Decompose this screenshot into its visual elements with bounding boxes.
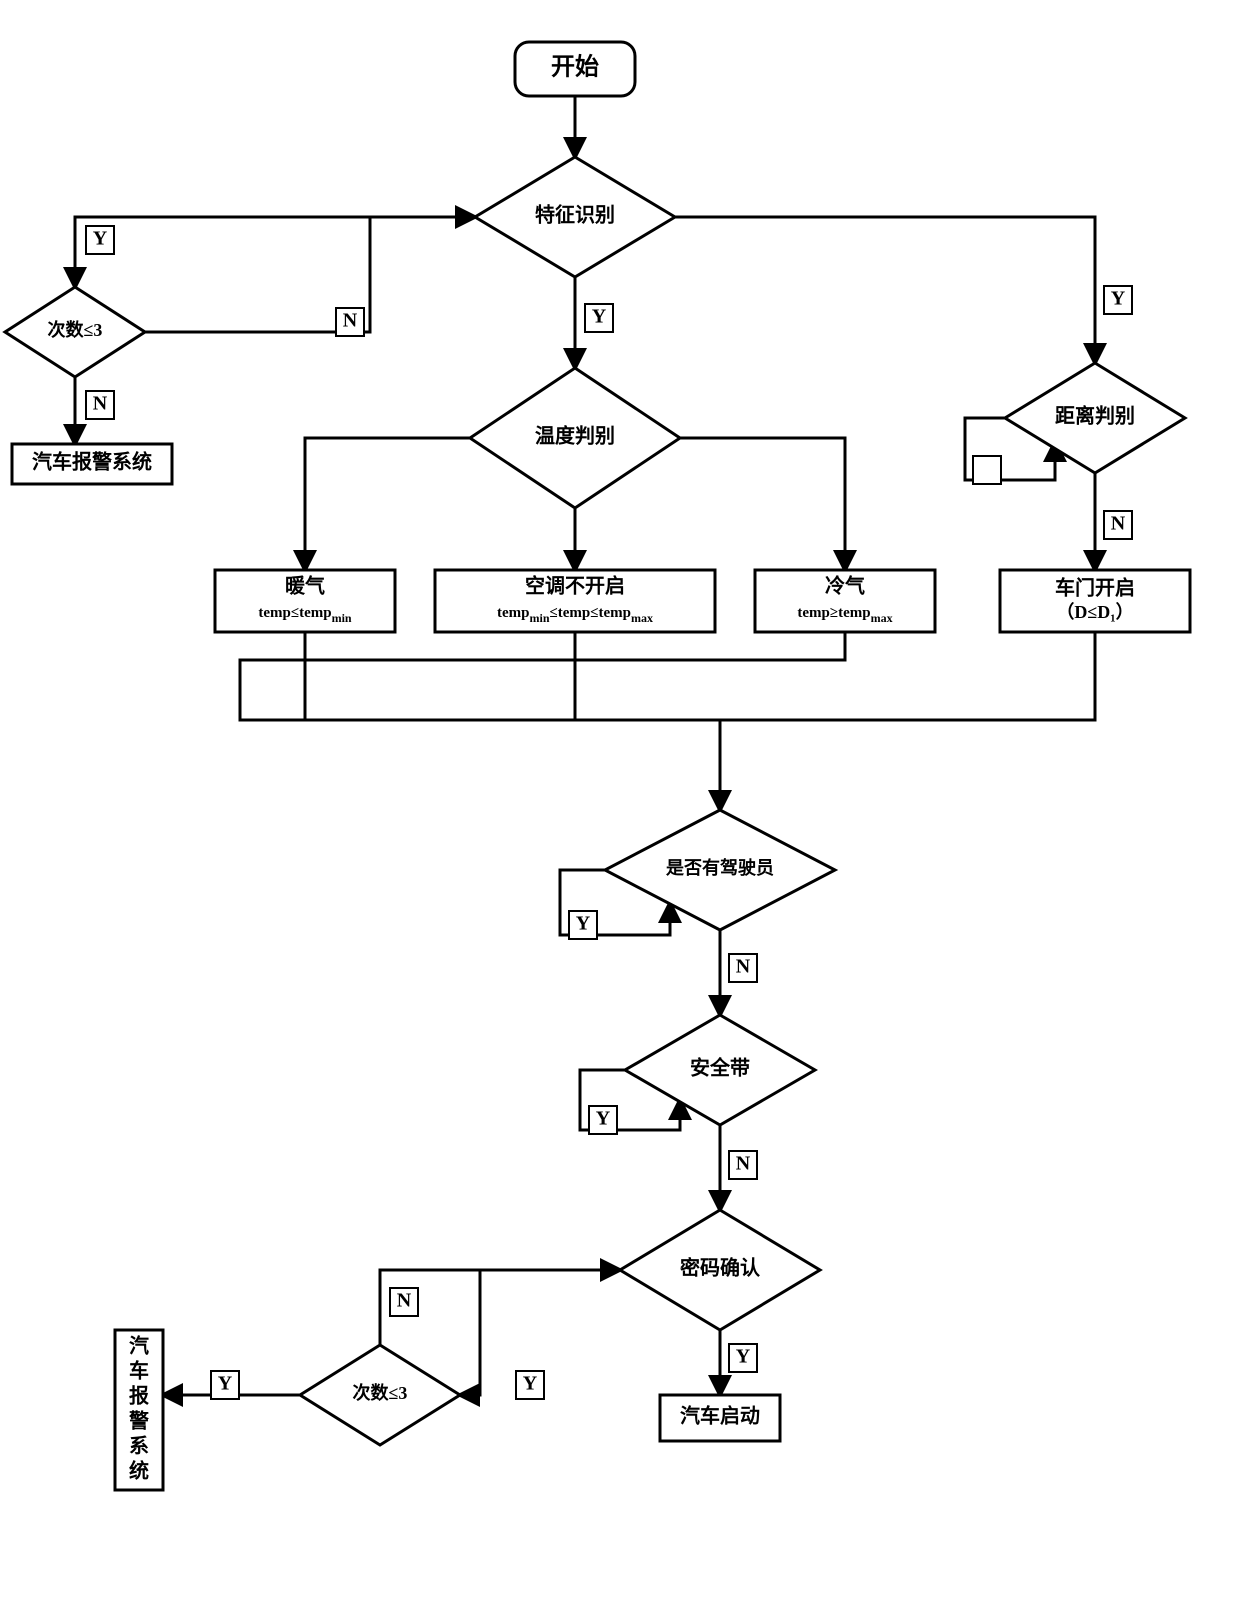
node-alarm2-t2: 车 [129, 1359, 149, 1383]
node-acoff-line1: 空调不开启 [525, 574, 625, 598]
node-alarm2-t1: 汽 [129, 1334, 149, 1358]
node-alarm2-t5: 系 [129, 1435, 149, 1458]
node-alarm1-text: 汽车报警系统 [32, 450, 152, 474]
label-n-count1d-text: N [93, 393, 108, 415]
node-carstart-text: 汽车启动 [680, 1404, 760, 1428]
label-y-pw-text: Y [736, 1346, 751, 1368]
node-distance-text: 距离判别 [1055, 404, 1135, 428]
label-y-dist-text: N [1111, 513, 1126, 535]
flowchart-canvas: Y Y Y N N N [0, 0, 1240, 1612]
edge-count1-feature [145, 217, 475, 332]
node-feature-text: 特征识别 [535, 203, 615, 227]
label-y-left-text: Y [93, 228, 108, 250]
label-y-count2-text: N [397, 1290, 412, 1312]
label-y-driver-text: N [736, 956, 751, 978]
node-alarm2-t3: 报 [129, 1384, 149, 1408]
node-count2-text: 次数≤3 [353, 1382, 408, 1403]
edge-door-merge [720, 632, 1095, 720]
edge-heat-merge [305, 632, 575, 720]
node-cool-line1: 冷气 [825, 574, 865, 598]
label-n-pw-text: Y [523, 1373, 538, 1395]
node-seatbelt-text: 安全带 [690, 1056, 750, 1080]
label-n-seat-text: Y [596, 1108, 611, 1130]
node-password-text: 密码确认 [680, 1256, 761, 1280]
label-y-down-text: Y [592, 306, 607, 328]
label-n-driver-text: Y [576, 913, 591, 935]
node-temp-text: 温度判别 [535, 424, 615, 448]
edge-merge-driver [575, 720, 720, 810]
node-count1-text: 次数≤3 [48, 319, 103, 340]
node-door-line2: （D≤D₁） [1056, 602, 1133, 622]
node-heat-line1: 暖气 [285, 574, 325, 598]
edge-feature-right [675, 217, 1095, 363]
nodes: 开始 特征识别 次数≤3 汽车报警系统 温度判别 暖气 temp≤tempmin… [5, 42, 1190, 1490]
node-driver-text: 是否有驾驶员 [665, 857, 774, 878]
node-start-text: 开始 [551, 54, 599, 81]
label-y-seat-text: N [736, 1153, 751, 1175]
edges: Y Y Y N N N [75, 96, 1132, 1399]
label-n-count2-text: Y [218, 1373, 233, 1395]
node-door-line1: 车门开启 [1055, 576, 1135, 600]
node-alarm2-t6: 统 [129, 1459, 149, 1483]
label-y-right-text: Y [1111, 288, 1126, 310]
edge-feature-left [75, 217, 475, 287]
label-n-dist [973, 456, 1001, 484]
edge-temp-cool [680, 438, 845, 570]
label-n-count1r-text: N [343, 310, 358, 332]
edge-temp-heat [305, 438, 470, 570]
node-alarm2-t4: 警 [129, 1409, 149, 1433]
edge-cool-merge [240, 632, 845, 720]
